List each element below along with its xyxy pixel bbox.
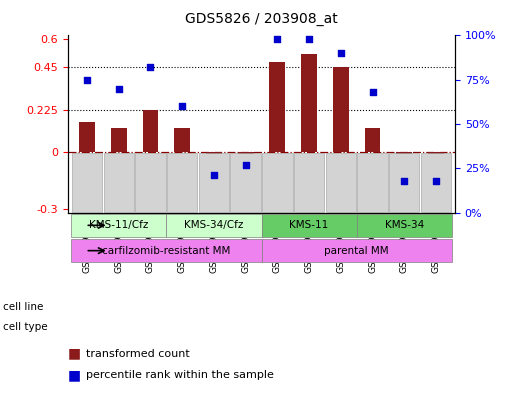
- Bar: [79, 122, 95, 152]
- Text: parental MM: parental MM: [324, 246, 389, 256]
- Point: [337, 50, 345, 56]
- Text: GSM1692597: GSM1692597: [400, 212, 409, 273]
- Text: KMS-34/Cfz: KMS-34/Cfz: [184, 220, 244, 230]
- Point: [368, 89, 377, 95]
- FancyBboxPatch shape: [389, 153, 419, 212]
- Text: percentile rank within the sample: percentile rank within the sample: [86, 370, 274, 380]
- Bar: [174, 128, 190, 152]
- FancyBboxPatch shape: [326, 153, 356, 212]
- FancyBboxPatch shape: [135, 153, 166, 212]
- Point: [146, 64, 155, 70]
- FancyBboxPatch shape: [71, 214, 166, 237]
- Point: [432, 178, 440, 184]
- Text: GSM1692594: GSM1692594: [304, 212, 314, 273]
- FancyBboxPatch shape: [231, 153, 261, 212]
- Point: [400, 178, 408, 184]
- Text: GSM1692590: GSM1692590: [178, 212, 187, 273]
- Bar: [301, 54, 317, 152]
- Point: [115, 85, 123, 92]
- FancyBboxPatch shape: [199, 153, 229, 212]
- Point: [83, 77, 91, 83]
- Point: [305, 36, 313, 42]
- Text: GSM1692592: GSM1692592: [241, 212, 250, 273]
- FancyBboxPatch shape: [166, 214, 262, 237]
- Text: KMS-11: KMS-11: [289, 220, 329, 230]
- Text: GSM1692596: GSM1692596: [368, 212, 377, 273]
- Point: [242, 162, 250, 168]
- Text: GSM1692589: GSM1692589: [146, 212, 155, 273]
- Bar: [396, 152, 412, 190]
- FancyBboxPatch shape: [262, 239, 452, 262]
- Text: KMS-34: KMS-34: [384, 220, 424, 230]
- Text: KMS-11/Cfz: KMS-11/Cfz: [89, 220, 149, 230]
- Text: GSM1692598: GSM1692598: [431, 212, 440, 273]
- Bar: [428, 152, 444, 175]
- Bar: [206, 152, 222, 209]
- Text: carfilzomib-resistant MM: carfilzomib-resistant MM: [102, 246, 231, 256]
- Bar: [143, 110, 158, 152]
- Text: GDS5826 / 203908_at: GDS5826 / 203908_at: [185, 12, 338, 26]
- Bar: [269, 62, 285, 152]
- Bar: [333, 68, 349, 152]
- Text: GSM1692587: GSM1692587: [83, 212, 92, 273]
- Text: ■: ■: [68, 368, 81, 382]
- FancyBboxPatch shape: [167, 153, 197, 212]
- Bar: [238, 152, 254, 165]
- Text: cell type: cell type: [3, 322, 47, 332]
- Point: [210, 172, 218, 178]
- Point: [178, 103, 186, 109]
- FancyBboxPatch shape: [72, 153, 103, 212]
- Text: cell line: cell line: [3, 302, 43, 312]
- Text: GSM1692593: GSM1692593: [273, 212, 282, 273]
- Text: GSM1692595: GSM1692595: [336, 212, 345, 273]
- FancyBboxPatch shape: [262, 214, 357, 237]
- FancyBboxPatch shape: [420, 153, 451, 212]
- Text: GSM1692588: GSM1692588: [114, 212, 123, 273]
- Text: ■: ■: [68, 347, 81, 361]
- Text: transformed count: transformed count: [86, 349, 190, 359]
- FancyBboxPatch shape: [357, 153, 388, 212]
- FancyBboxPatch shape: [104, 153, 134, 212]
- FancyBboxPatch shape: [71, 239, 262, 262]
- FancyBboxPatch shape: [294, 153, 324, 212]
- Bar: [365, 128, 380, 152]
- FancyBboxPatch shape: [357, 214, 452, 237]
- FancyBboxPatch shape: [262, 153, 292, 212]
- Text: GSM1692591: GSM1692591: [209, 212, 219, 273]
- Point: [273, 36, 281, 42]
- Bar: [111, 128, 127, 152]
